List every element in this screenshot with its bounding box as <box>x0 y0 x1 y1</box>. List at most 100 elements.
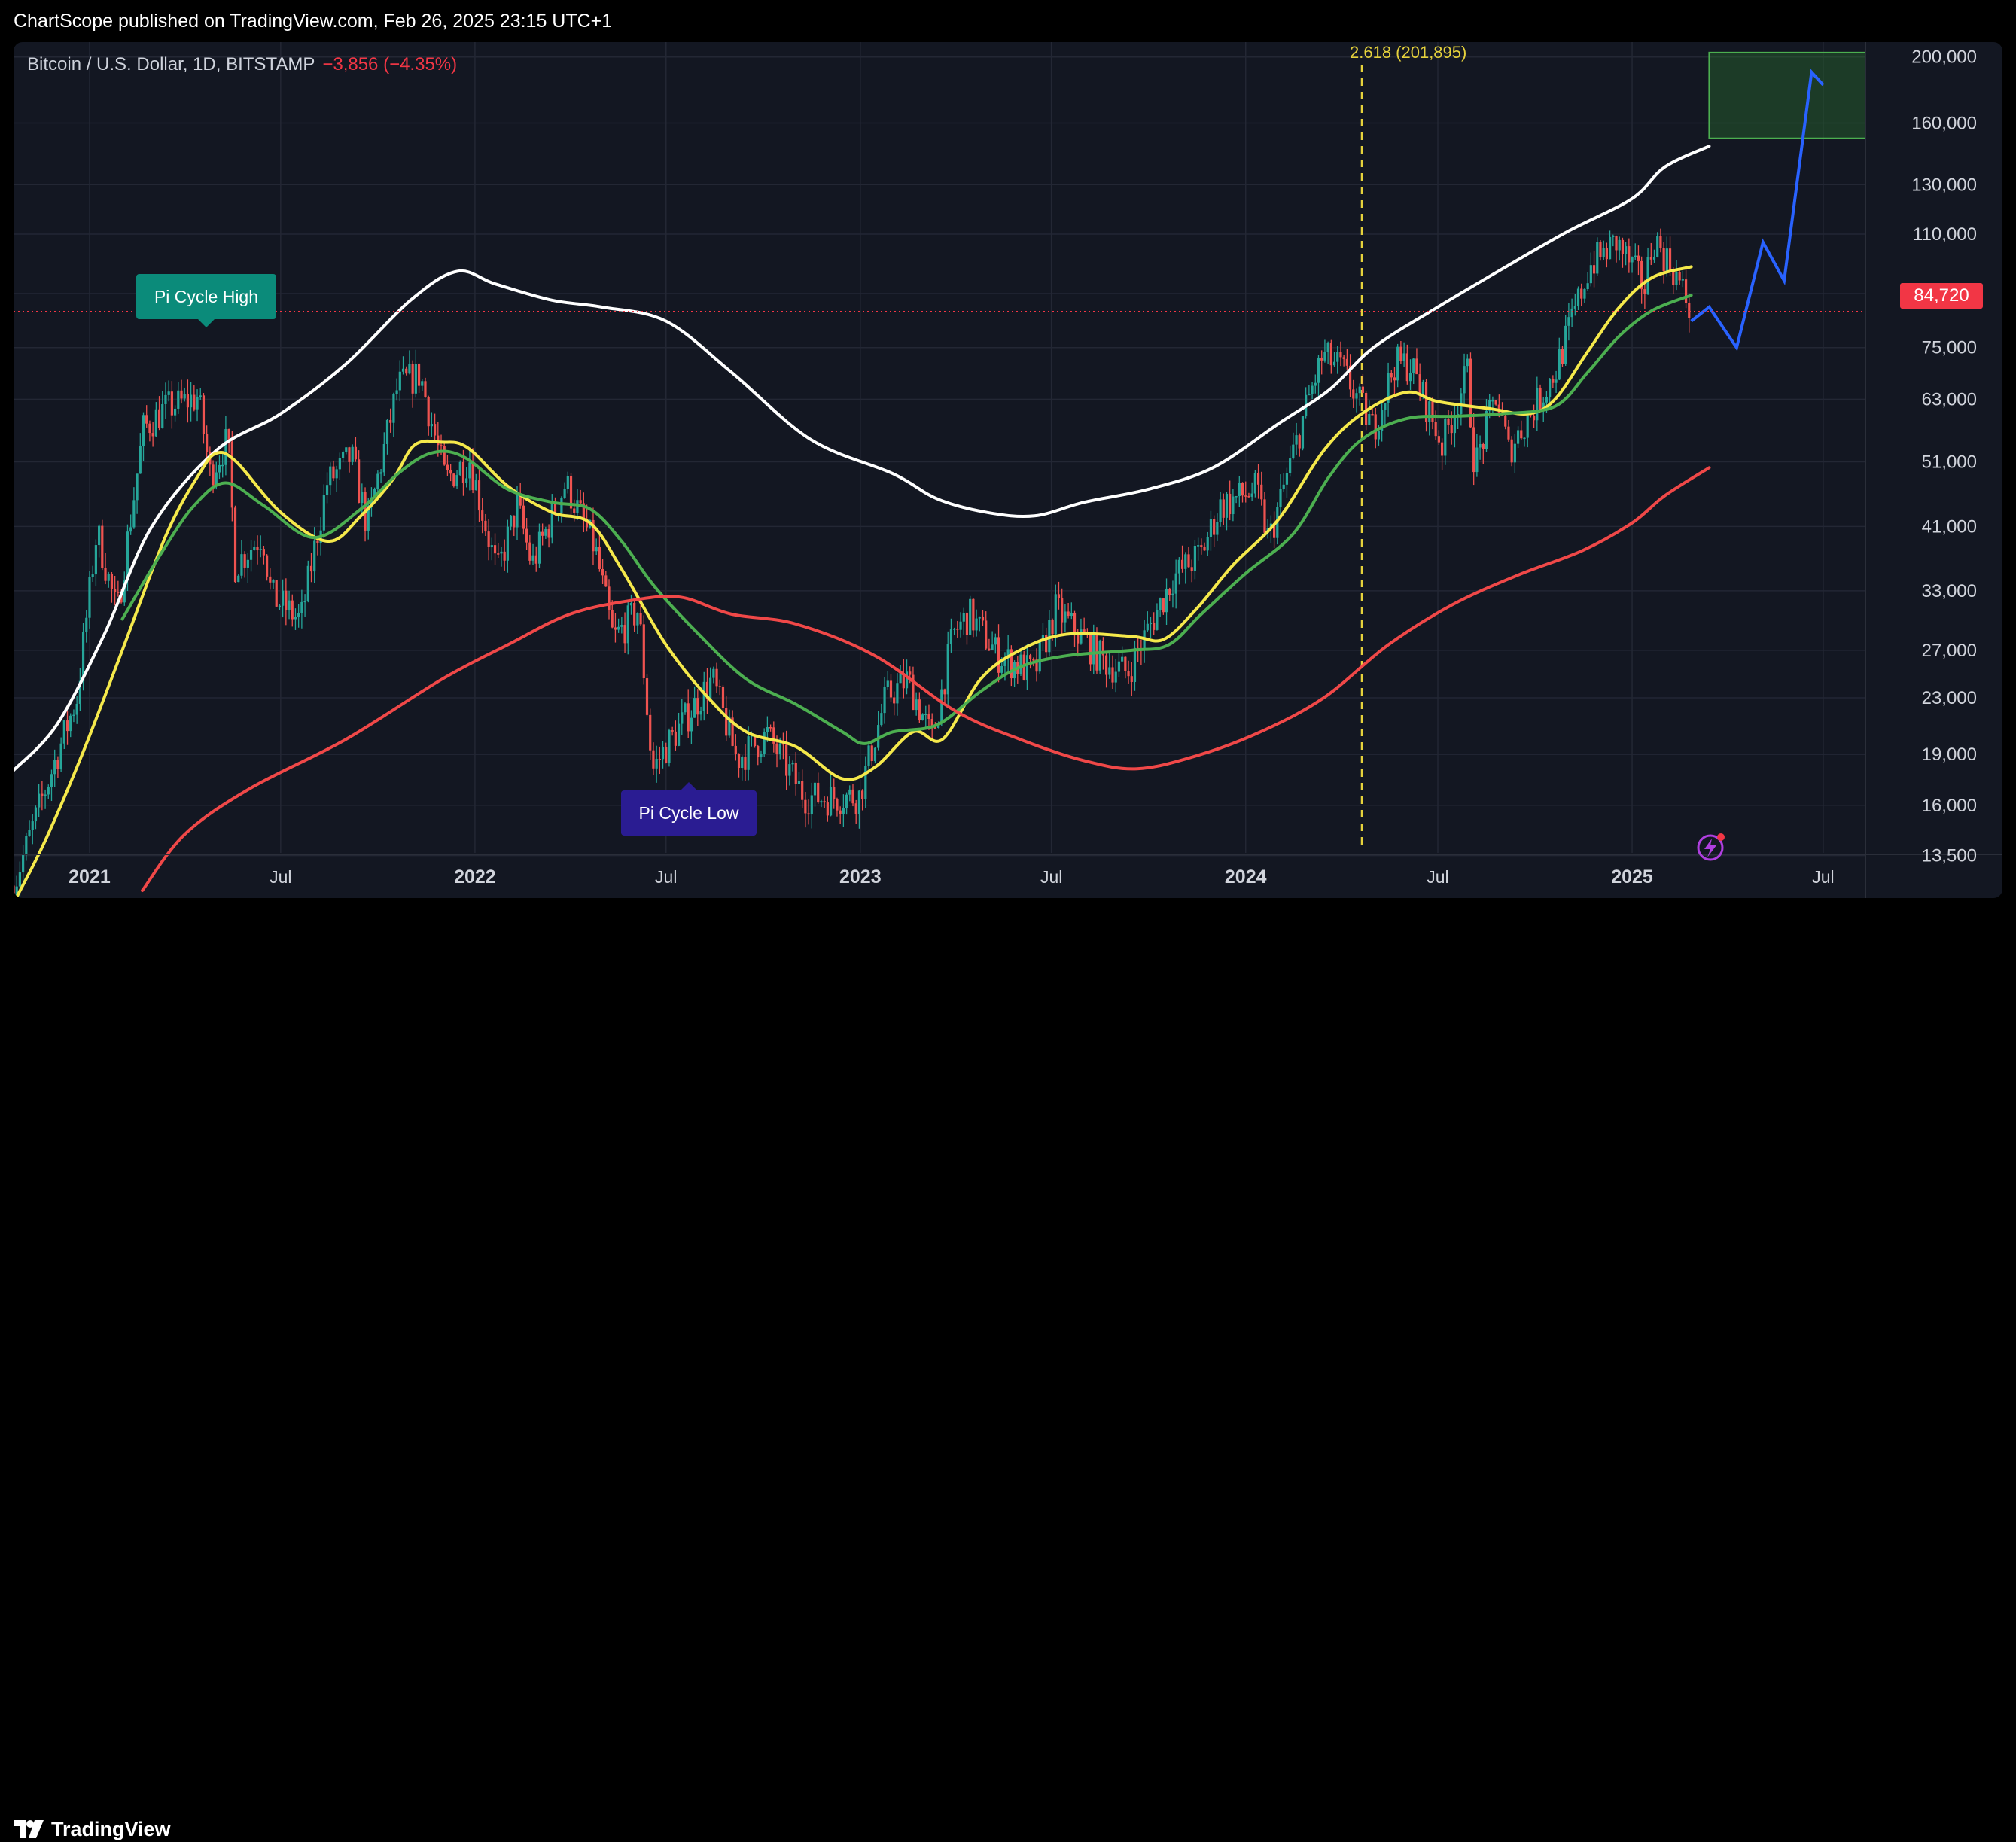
candle-body <box>1536 387 1539 421</box>
candle-body <box>157 409 161 428</box>
candle-body <box>854 803 857 814</box>
candle-body <box>1320 357 1323 361</box>
candle-body <box>541 531 544 536</box>
candle-body <box>969 598 972 635</box>
candle-body <box>1206 537 1209 551</box>
tradingview-logo[interactable]: TradingView <box>14 1816 171 1842</box>
candle-body <box>817 782 820 803</box>
candle-body <box>1229 493 1232 515</box>
candle-body <box>72 714 75 717</box>
candle-body <box>1510 439 1513 463</box>
candle-body <box>170 391 173 416</box>
candle-body <box>1668 248 1672 271</box>
pi-cycle-low-label: Pi Cycle Low <box>621 790 757 836</box>
candle-body <box>53 760 56 775</box>
candle-body <box>1193 546 1197 571</box>
candle-body <box>493 545 497 554</box>
candle-body <box>199 395 202 397</box>
candle-body <box>617 626 620 630</box>
x-tick-label: 2023 <box>839 866 882 888</box>
candle-body <box>1612 236 1615 237</box>
y-tick-label: 75,000 <box>1922 338 1977 358</box>
candle-body <box>329 466 332 486</box>
fib-level-label: 2.618 (201,895) <box>1350 43 1466 62</box>
candle-body <box>1057 594 1061 598</box>
candle-body <box>167 391 170 395</box>
candle-body <box>373 489 376 498</box>
candle-body <box>288 600 291 610</box>
candle-body <box>300 601 303 613</box>
symbol-title: Bitcoin / U.S. Dollar, 1D, BITSTAMP <box>27 54 315 75</box>
candle-body <box>833 787 836 799</box>
candle-body <box>322 495 325 531</box>
candle-body <box>256 547 259 550</box>
candle-body <box>38 793 41 808</box>
candle-body <box>1646 257 1649 294</box>
y-tick-label: 19,000 <box>1922 744 1977 765</box>
pi-cycle-high-label: Pi Cycle High <box>136 274 276 319</box>
candle-body <box>401 368 405 372</box>
candle-body <box>240 554 243 576</box>
candle-body <box>497 553 500 555</box>
candle-body <box>601 568 604 576</box>
candle-body <box>1368 413 1371 425</box>
candle-body <box>379 472 382 474</box>
candle-body <box>611 610 614 628</box>
candle-body <box>382 443 385 473</box>
candle-body <box>509 515 513 527</box>
candle-body <box>1032 659 1035 661</box>
candle-body <box>1111 667 1114 683</box>
candle-body <box>139 446 142 474</box>
candle-body <box>1184 554 1187 569</box>
candle-body <box>177 390 180 409</box>
candle-body <box>702 681 705 711</box>
candle-body <box>117 592 120 593</box>
candle-body <box>930 719 933 728</box>
candle-body <box>1089 635 1092 665</box>
candle-body <box>1573 306 1576 309</box>
candle-body <box>206 434 209 452</box>
tradingview-brand: TradingView <box>51 1817 171 1840</box>
candle-body <box>1684 279 1688 303</box>
candle-body <box>1491 400 1494 402</box>
candle-body <box>975 618 978 631</box>
candle-body <box>1672 270 1675 285</box>
candle-body <box>1263 499 1266 533</box>
candle-body <box>1602 248 1605 257</box>
candle-body <box>553 503 557 514</box>
candle-body <box>1282 484 1285 489</box>
candle-body <box>221 464 224 467</box>
candle-body <box>918 699 921 720</box>
candle-body <box>129 527 132 532</box>
candle-body <box>107 574 110 581</box>
y-tick-label: 23,000 <box>1922 688 1977 708</box>
candle-body <box>62 720 65 744</box>
symbol-info[interactable]: Bitcoin / U.S. Dollar, 1D, BITSTAMP −3,85… <box>27 54 457 75</box>
chart-panel[interactable]: 2021 Jul 2022 Jul 2023 Jul 2024 Jul 2025 Jul 200,… <box>14 42 2002 898</box>
candle-body <box>870 745 873 762</box>
candle-body <box>227 429 230 442</box>
candle-body <box>877 725 880 748</box>
candle-body <box>563 489 566 498</box>
candle-body <box>1260 484 1263 500</box>
candle-body <box>684 703 687 713</box>
candle-body <box>737 754 741 769</box>
candle-body <box>246 559 249 568</box>
candle-body <box>943 689 946 695</box>
candle-body <box>1308 394 1311 396</box>
candle-body <box>725 708 728 736</box>
target-zone-box <box>1708 51 1866 139</box>
price-chart[interactable]: 2021 Jul 2022 Jul 2023 Jul 2024 Jul 2025 Jul 200,… <box>14 42 2002 898</box>
candle-body <box>721 687 725 708</box>
candle-body <box>1472 427 1475 473</box>
candle-body <box>1339 352 1342 358</box>
candle-body <box>1165 588 1168 613</box>
candle-body <box>807 813 810 815</box>
candle-body <box>65 720 69 732</box>
candle-body <box>452 473 455 487</box>
candle-body <box>861 790 864 800</box>
candle-body <box>1485 410 1488 449</box>
assistant-icon[interactable] <box>1697 833 1725 861</box>
candle-body <box>341 452 345 458</box>
candle-body <box>550 503 553 538</box>
